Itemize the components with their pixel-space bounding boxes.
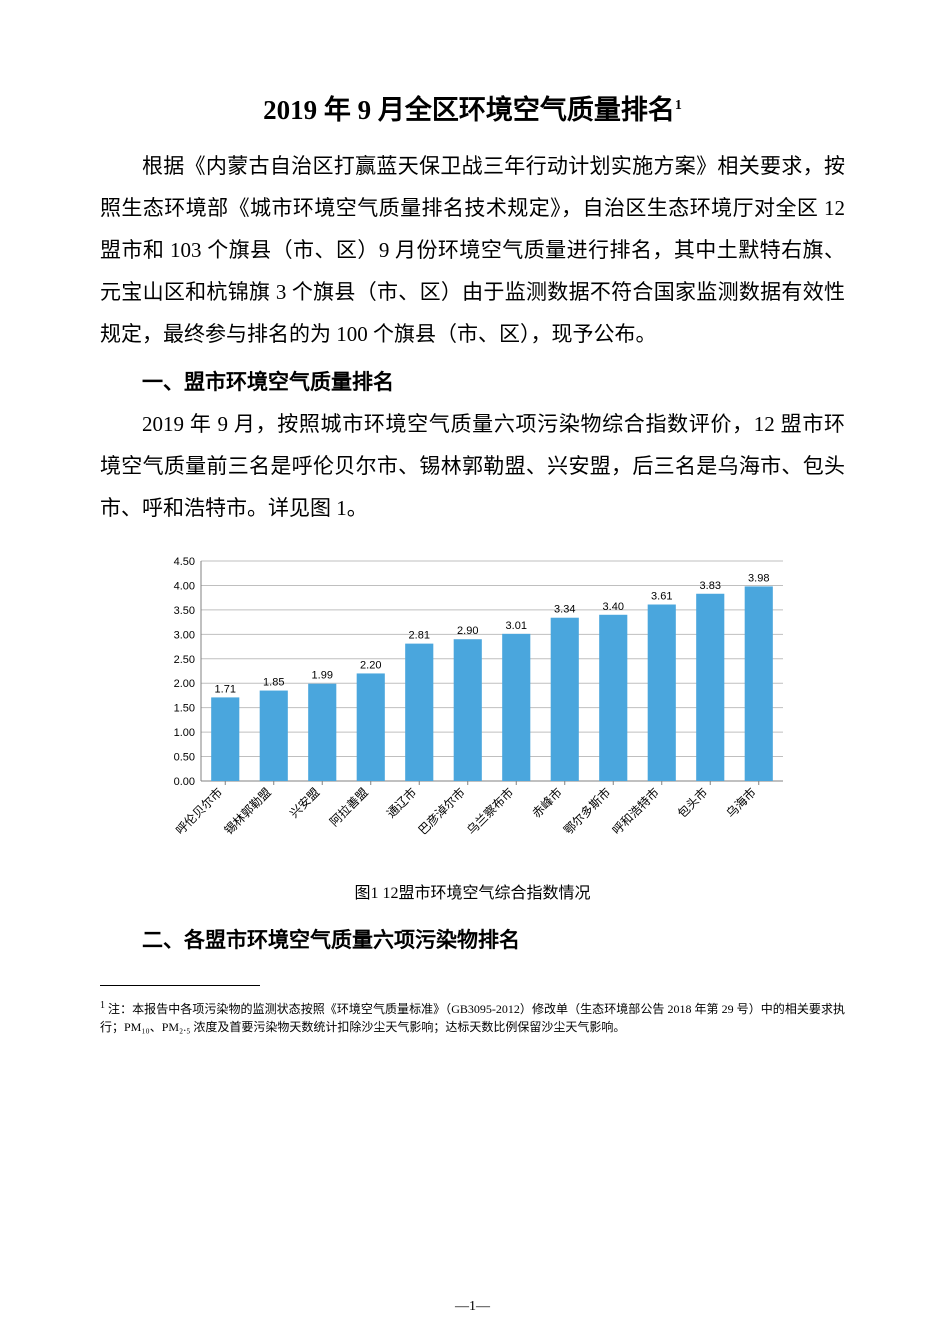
intro-paragraph: 根据《内蒙古自治区打赢蓝天保卫战三年行动计划实施方案》相关要求，按照生态环境部《…: [100, 145, 845, 355]
svg-text:鄂尔多斯市: 鄂尔多斯市: [560, 785, 613, 838]
svg-text:2.20: 2.20: [360, 660, 381, 672]
svg-text:巴彦淖尔市: 巴彦淖尔市: [414, 785, 467, 838]
svg-text:4.50: 4.50: [173, 556, 194, 568]
svg-text:1.71: 1.71: [214, 683, 235, 695]
svg-text:呼和浩特市: 呼和浩特市: [608, 785, 661, 838]
svg-text:3.61: 3.61: [651, 591, 672, 603]
svg-text:包头市: 包头市: [674, 785, 710, 821]
svg-text:赤峰市: 赤峰市: [528, 785, 564, 821]
svg-text:0.50: 0.50: [173, 752, 194, 764]
svg-text:兴安盟: 兴安盟: [286, 785, 322, 821]
bar-chart-svg: 0.00 0.50 1.00 1.50 2.00 2.50 3.00 3.50 4.00 4.50…: [153, 547, 793, 867]
svg-text:阿拉善盟: 阿拉善盟: [326, 785, 371, 830]
section-1-heading: 一、盟市环境空气质量排名: [100, 361, 845, 403]
svg-text:1.50: 1.50: [173, 703, 194, 715]
title-footnote-marker: 1: [675, 98, 682, 113]
svg-text:1.00: 1.00: [173, 727, 194, 739]
svg-text:4.00: 4.00: [173, 581, 194, 593]
svg-text:3.98: 3.98: [748, 573, 769, 585]
svg-text:3.34: 3.34: [554, 604, 575, 616]
svg-text:3.00: 3.00: [173, 629, 194, 641]
bar-chart: 0.00 0.50 1.00 1.50 2.00 2.50 3.00 3.50 4.00 4.50…: [153, 547, 793, 903]
chart-caption: 图1 12盟市环境空气综合指数情况: [153, 879, 793, 903]
svg-text:2.50: 2.50: [173, 654, 194, 666]
page-number-value: 1: [469, 1299, 476, 1314]
title-text: 2019 年 9 月全区环境空气质量排名: [263, 95, 675, 125]
footnote: 1 注：本报告中各项污染物的监测状态按照《环境空气质量标准》（GB3095-20…: [100, 998, 845, 1036]
section-2-heading: 二、各盟市环境空气质量六项污染物排名: [100, 919, 845, 961]
svg-text:3.40: 3.40: [602, 601, 623, 613]
footnote-text: 注：本报告中各项污染物的监测状态按照《环境空气质量标准》（GB3095-2012…: [100, 1002, 845, 1034]
svg-text:乌兰察布市: 乌兰察布市: [463, 785, 516, 838]
svg-text:0.00: 0.00: [173, 776, 194, 788]
svg-text:1.99: 1.99: [311, 670, 332, 682]
svg-text:3.50: 3.50: [173, 605, 194, 617]
svg-text:2.00: 2.00: [173, 678, 194, 690]
document-title: 2019 年 9 月全区环境空气质量排名1: [100, 88, 845, 127]
page-number: —1—: [0, 1299, 945, 1315]
svg-text:2.81: 2.81: [408, 630, 429, 642]
footnote-rule: [100, 985, 260, 986]
svg-text:1.85: 1.85: [263, 677, 284, 689]
svg-text:2.90: 2.90: [457, 625, 478, 637]
svg-text:3.83: 3.83: [699, 580, 720, 592]
svg-text:锡林郭勒盟: 锡林郭勒盟: [220, 785, 273, 838]
section-1-paragraph: 2019 年 9 月，按照城市环境空气质量六项污染物综合指数评价，12 盟市环境…: [100, 403, 845, 529]
svg-text:呼伦贝尔市: 呼伦贝尔市: [172, 785, 225, 838]
svg-text:通辽市: 通辽市: [383, 785, 419, 821]
svg-text:乌海市: 乌海市: [722, 785, 758, 821]
svg-text:3.01: 3.01: [505, 620, 526, 632]
page: 2019 年 9 月全区环境空气质量排名1 根据《内蒙古自治区打赢蓝天保卫战三年…: [0, 0, 945, 1337]
